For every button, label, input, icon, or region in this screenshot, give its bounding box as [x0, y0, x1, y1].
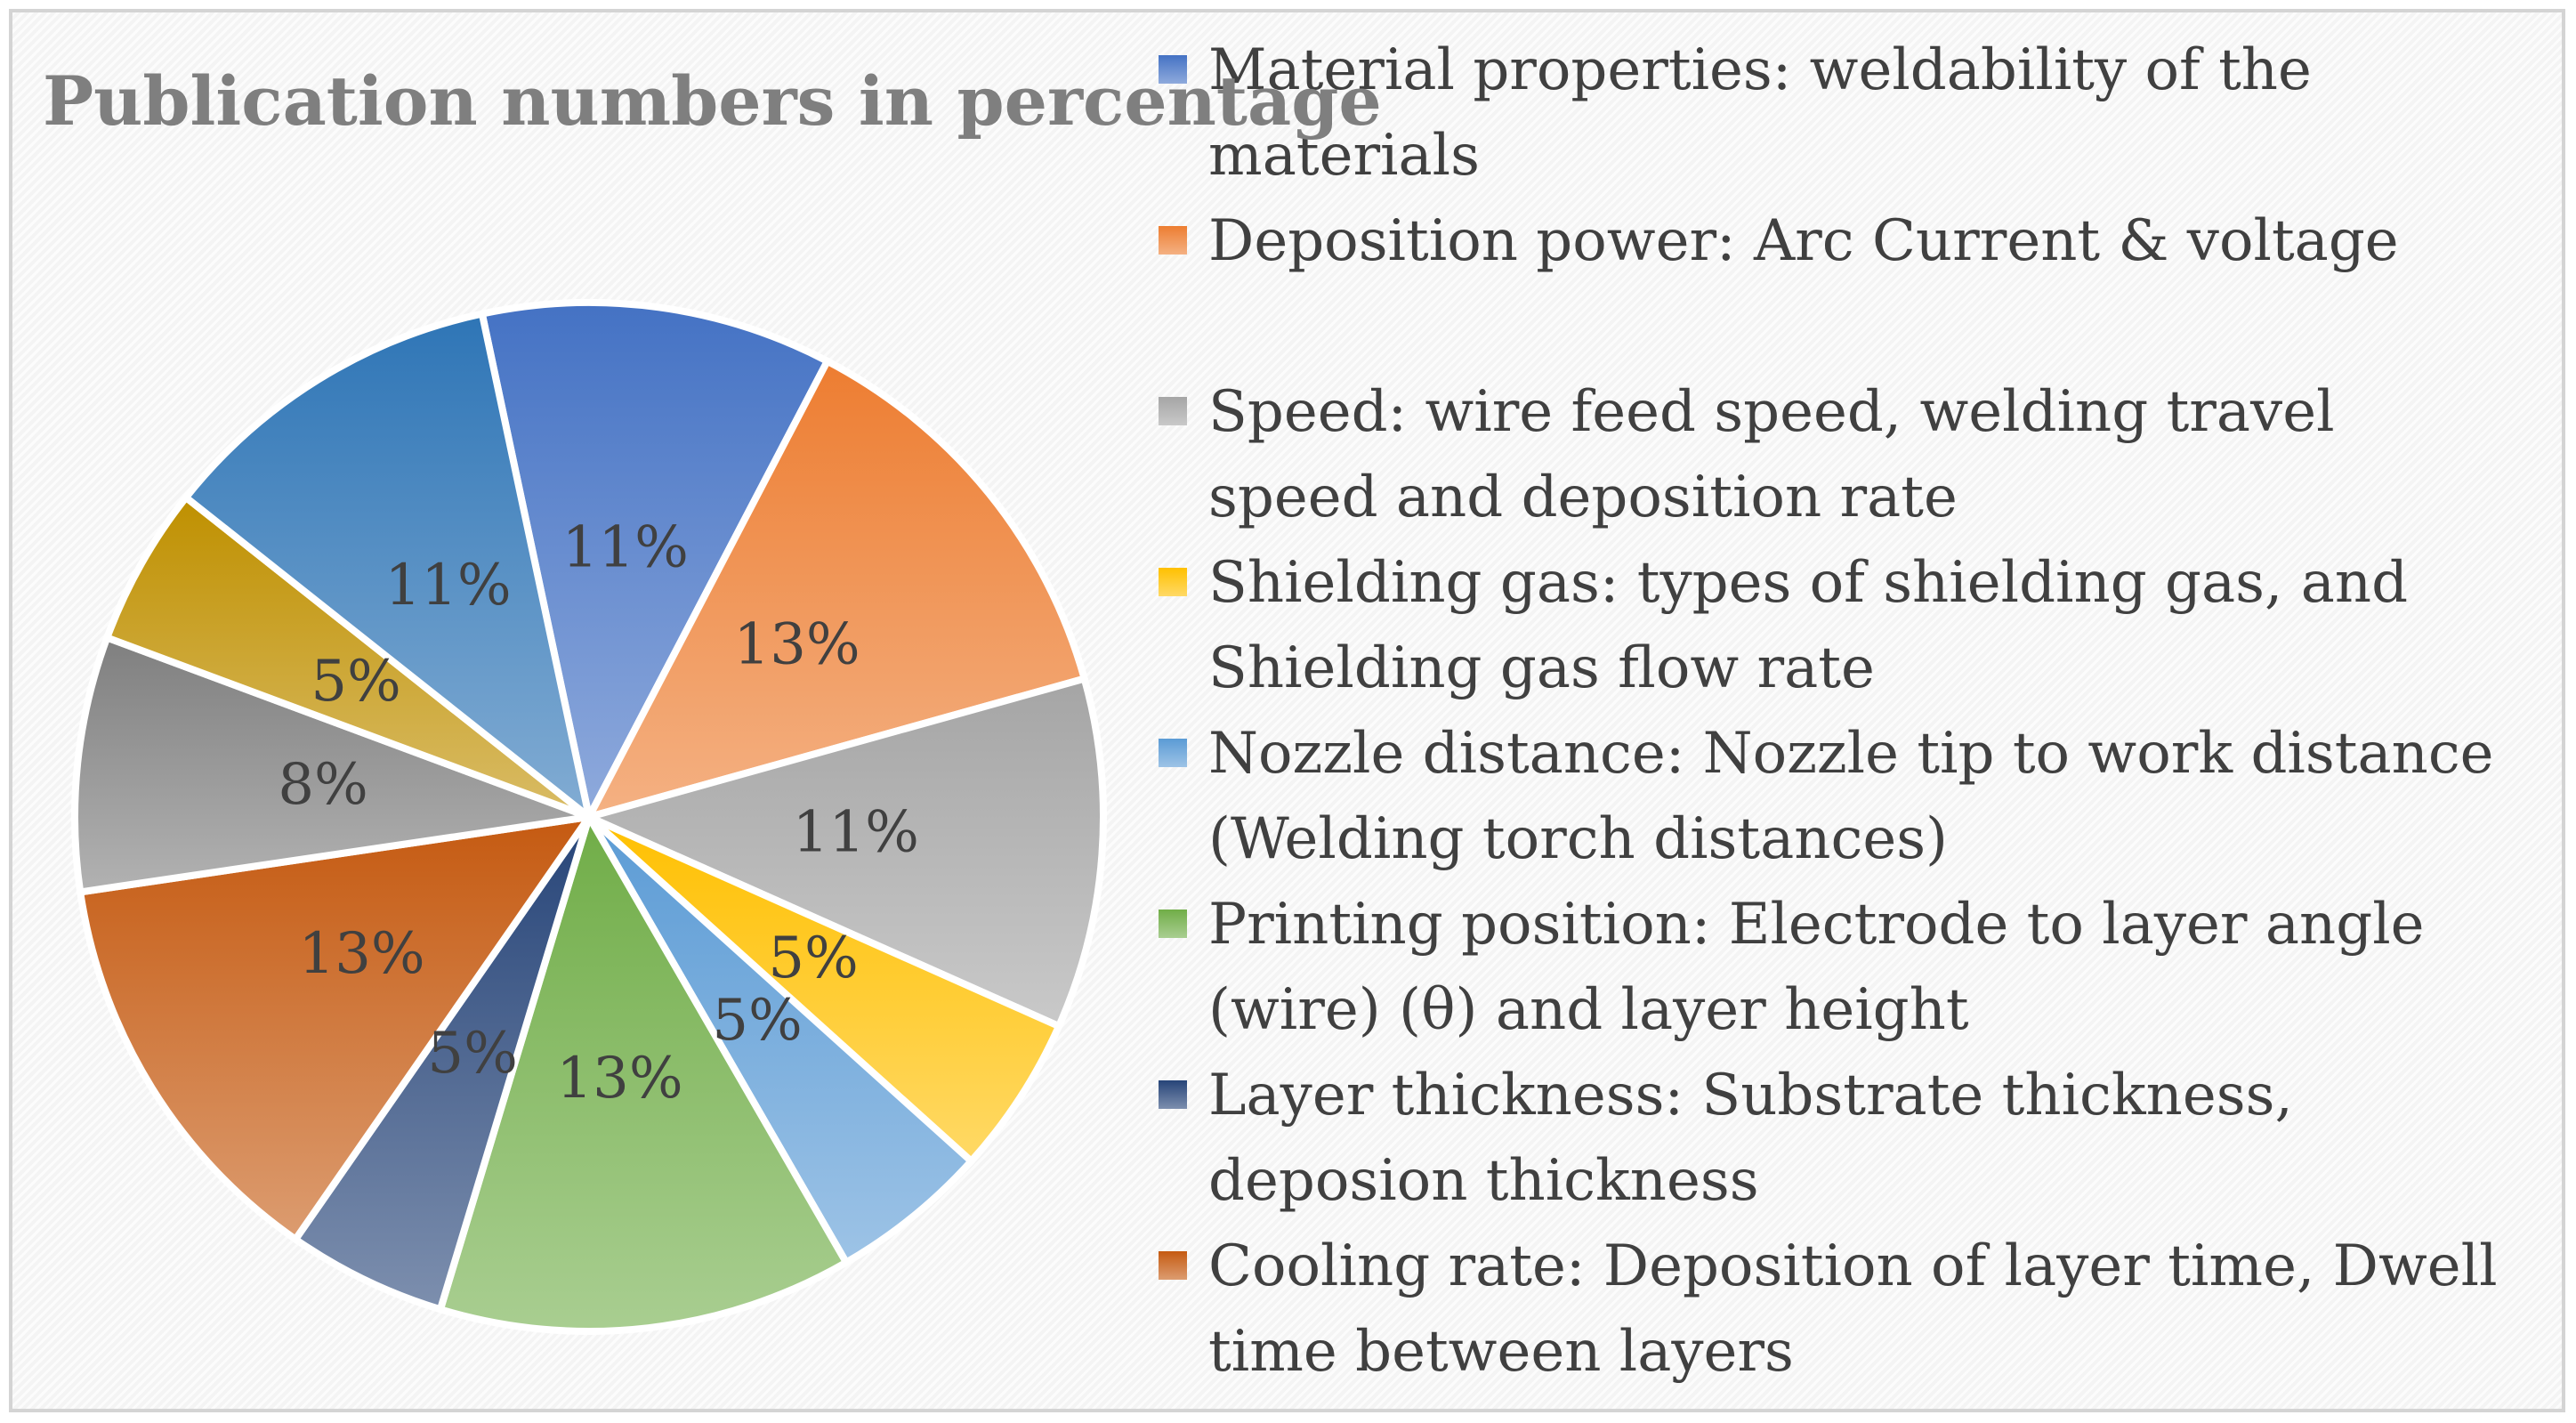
pie-slice-9 — [71, 634, 593, 896]
data-label-8: 13% — [298, 921, 424, 987]
legend-entry-1-line-2: materials — [1208, 123, 1480, 189]
chart-title: Publication numbers in percentage — [43, 61, 1382, 141]
legend-swatch-2 — [1159, 226, 1187, 255]
data-label-4: 5% — [768, 926, 859, 991]
legend-swatch-8 — [1159, 1251, 1187, 1280]
legend-swatch-5 — [1159, 739, 1187, 767]
legend-entry-5-line-1: Nozzle distance: Nozzle tip to work dist… — [1208, 721, 2494, 787]
pie-slice-2 — [585, 357, 1088, 821]
legend-swatch-7 — [1159, 1080, 1187, 1109]
legend-entry-7-line-1: Layer thickness: Substrate thickness, — [1208, 1063, 2293, 1128]
pie-slice-4 — [585, 813, 1062, 1165]
data-label-2: 13% — [733, 611, 860, 677]
legend-entry-3-line-2: speed and deposition rate — [1208, 465, 1958, 530]
legend-swatch-1 — [1159, 55, 1187, 84]
data-label-10: 5% — [311, 649, 401, 715]
pie-slice-1 — [478, 298, 831, 821]
legend-entry-1-line-1: Material properties: weldability of the — [1208, 37, 2312, 103]
pie-slice-10 — [103, 494, 593, 821]
data-label-9: 8% — [278, 752, 368, 818]
data-label-1: 11% — [562, 515, 689, 581]
legend-entry-6-line-1: Printing position: Electrode to layer an… — [1208, 892, 2425, 958]
data-label-6: 13% — [556, 1046, 682, 1112]
pie-data-labels: 11%13%11%5%5%13%5%13%8%5%11% — [278, 515, 919, 1112]
pie-slice-6 — [436, 813, 850, 1335]
legend-swatch-3 — [1159, 397, 1187, 425]
data-label-7: 5% — [427, 1021, 518, 1087]
pie-slice-7 — [292, 813, 593, 1314]
pie-slices — [71, 298, 1107, 1335]
pie-slice-3 — [585, 675, 1107, 1031]
legend-swatch-6 — [1159, 910, 1187, 938]
pie-slice-11 — [182, 310, 593, 821]
pie-slice-5 — [585, 813, 975, 1266]
data-label-3: 11% — [793, 800, 919, 866]
pie-slice-8 — [77, 813, 593, 1243]
legend-entry-4-line-2: Shielding gas flow rate — [1208, 635, 1875, 701]
legend-entry-4-line-1: Shielding gas: types of shielding gas, a… — [1208, 550, 2408, 616]
legend-entry-3-line-1: Speed: wire feed speed, welding travel — [1208, 379, 2335, 445]
legend: Material properties: weldability of the m… — [1159, 37, 2498, 1385]
data-label-5: 5% — [712, 988, 803, 1054]
legend-swatch-4 — [1159, 568, 1187, 596]
legend-entry-2-line-1: Deposition power: Arc Current & voltage — [1208, 208, 2399, 274]
legend-entry-7-line-2: deposion thickness — [1208, 1148, 1759, 1214]
legend-entry-8-line-1: Cooling rate: Deposition of layer time, … — [1208, 1233, 2498, 1299]
legend-entry-6-line-2: (wire) (θ) and layer height — [1208, 977, 1969, 1043]
legend-entry-5-line-2: (Welding torch distances) — [1208, 806, 1948, 872]
legend-entry-8-line-2: time between layers — [1208, 1319, 1794, 1385]
data-label-11: 11% — [384, 553, 511, 619]
